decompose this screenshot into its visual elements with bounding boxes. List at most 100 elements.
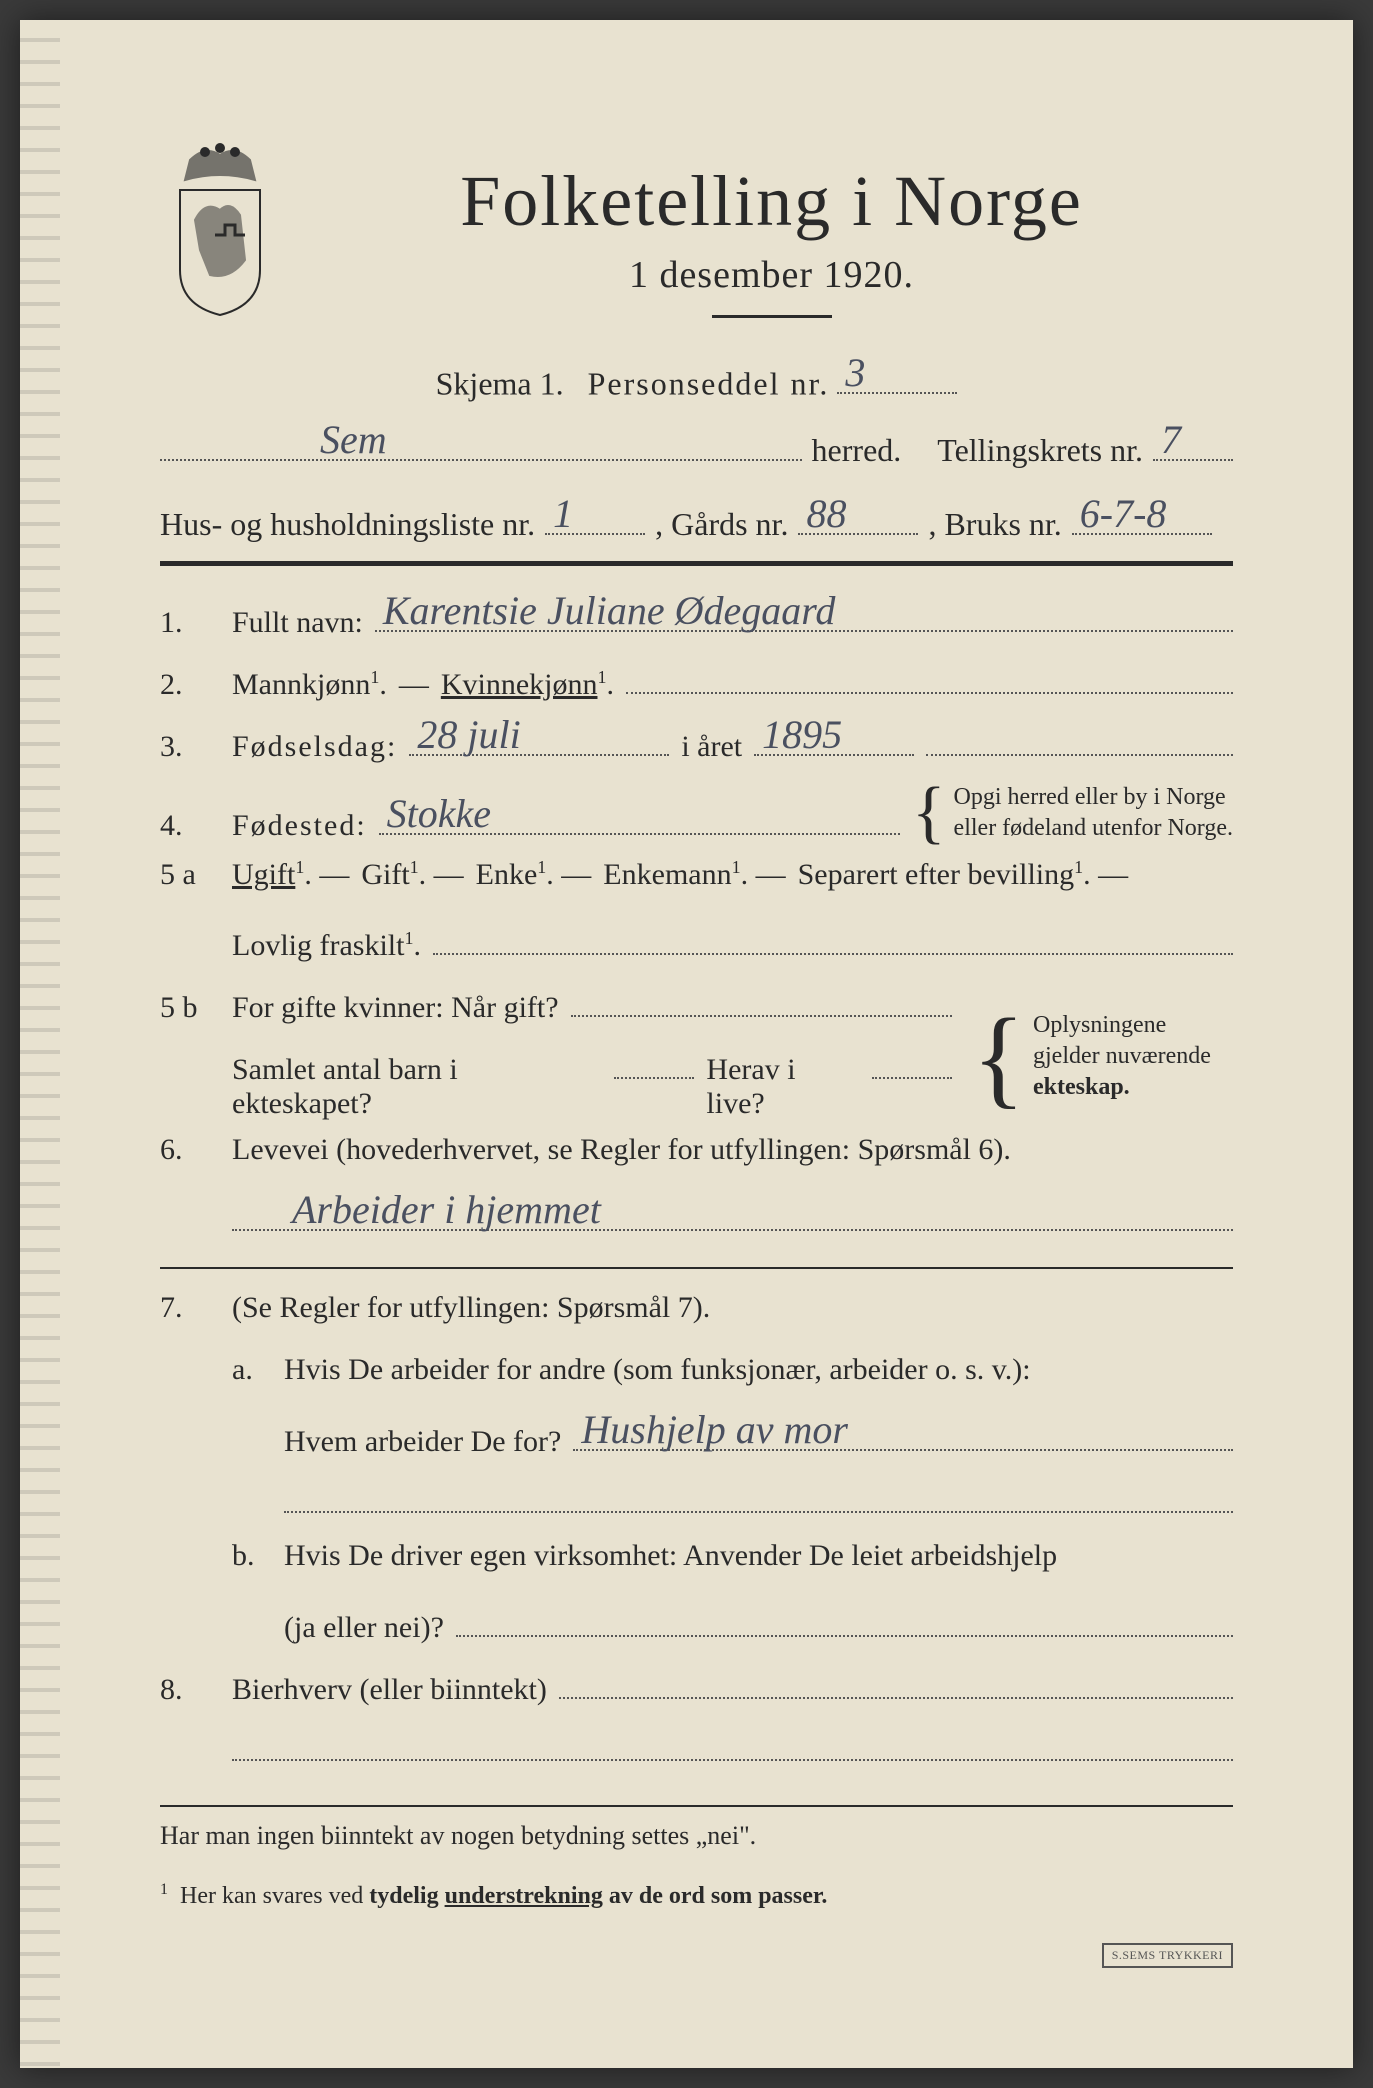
gards-field: 88 (798, 497, 918, 535)
brace-icon: { (972, 1024, 1025, 1090)
q8-row2 (160, 1725, 1233, 1775)
q6-value: Arbeider i hjemmet (292, 1186, 601, 1233)
q5b-line1-field (571, 981, 953, 1017)
q5b-line2a: Samlet antal barn i ekteskapet? (232, 1053, 602, 1121)
q5a-num: 5 a (160, 858, 220, 892)
q7a-value: Hushjelp av mor (581, 1406, 848, 1453)
q8-num: 8. (160, 1673, 220, 1707)
q7b-line1: Hvis De driver egen virksomhet: Anvender… (284, 1539, 1057, 1573)
q5a-row: 5 a Ugift1. — Gift1. — Enke1. — Enkemann… (160, 857, 1233, 907)
q1-value: Karentsie Juliane Ødegaard (383, 587, 836, 634)
bruks-value: 6-7-8 (1080, 490, 1167, 537)
footnote: 1 Her kan svares ved tydelig understrekn… (160, 1881, 1233, 1910)
q7a-letter: a. (232, 1353, 272, 1387)
q5a-tail: Lovlig fraskilt1. (232, 928, 421, 963)
q6-num: 6. (160, 1133, 220, 1167)
herred-label: herred. (812, 432, 902, 469)
q5a-opt-enke: Enke1. — (476, 857, 592, 892)
q1-field: Karentsie Juliane Ødegaard (375, 596, 1233, 632)
q5b-block: 5 b For gifte kvinner: Når gift? Samlet … (160, 981, 1233, 1133)
q2-tail-dots (626, 658, 1233, 694)
q5a-opt-gift: Gift1. — (361, 857, 463, 892)
title-block: Folketelling i Norge 1 desember 1920. (310, 160, 1233, 346)
gards-label: , Gårds nr. (655, 506, 788, 543)
mid-divider (160, 1267, 1233, 1269)
q4-field: Stokke (379, 799, 900, 835)
herred-line: Sem herred. Tellingskrets nr. 7 (160, 422, 1233, 468)
coat-of-arms-icon (160, 140, 280, 320)
q7a-row2: Hvem arbeider De for? Hushjelp av mor (160, 1415, 1233, 1465)
census-form-page: Folketelling i Norge 1 desember 1920. Sk… (20, 20, 1353, 2068)
q7a-row3 (160, 1477, 1233, 1527)
q4-label: Fødested: (232, 809, 367, 843)
personseddel-value: 3 (845, 349, 865, 396)
q5b-live-field (872, 1043, 952, 1079)
husliste-field: 1 (545, 497, 645, 535)
personseddel-label: Personseddel nr. (588, 365, 830, 401)
schema-prefix: Skjema 1. (436, 365, 564, 401)
norway-coat-of-arms-svg (160, 140, 280, 320)
q8-field2 (232, 1725, 1233, 1761)
bruks-field: 6-7-8 (1072, 497, 1212, 535)
q8-label: Bierhverv (eller biinntekt) (232, 1673, 547, 1707)
page-perforation (20, 20, 60, 2068)
hus-line: Hus- og husholdningsliste nr. 1 , Gårds … (160, 497, 1233, 543)
q7b-row1: b. Hvis De driver egen virksomhet: Anven… (160, 1539, 1233, 1589)
q5b-num: 5 b (160, 991, 220, 1025)
q8-row: 8. Bierhverv (eller biinntekt) (160, 1663, 1233, 1713)
q5b-row1: 5 b For gifte kvinner: Når gift? (160, 981, 952, 1031)
footer-text: Har man ingen biinntekt av nogen betydni… (160, 1821, 1233, 1851)
husliste-label: Hus- og husholdningsliste nr. (160, 506, 535, 543)
q7a-line2: Hvem arbeider De for? (284, 1425, 561, 1459)
q7-label: (Se Regler for utfyllingen: Spørsmål 7). (232, 1291, 710, 1325)
q7b-row2: (ja eller nei)? (160, 1601, 1233, 1651)
q4-note-group: { Opgi herred eller by i Norge eller fød… (912, 782, 1233, 844)
q3-day-field: 28 juli (409, 720, 669, 756)
q4-num: 4. (160, 809, 220, 843)
q7b-letter: b. (232, 1539, 272, 1573)
q6-value-row: Arbeider i hjemmet (160, 1195, 1233, 1245)
personseddel-field: 3 (837, 356, 957, 394)
q7a-field: Hushjelp av mor (573, 1415, 1233, 1451)
q6-row: 6. Levevei (hovederhvervet, se Regler fo… (160, 1133, 1233, 1183)
q2-opt1: Mannkjønn1. (232, 667, 387, 702)
q3-day-value: 28 juli (417, 711, 520, 758)
bruks-label: , Bruks nr. (928, 506, 1061, 543)
footnote-text: Her kan svares ved tydelig understreknin… (180, 1883, 827, 1909)
q5b-line2b: Herav i live? (706, 1053, 860, 1121)
q7a-row1: a. Hvis De arbeider for andre (som funks… (160, 1353, 1233, 1403)
q5b-note: Oplysningene gjelder nuværende ekteskap. (1033, 1010, 1233, 1104)
q3-row: 3. Fødselsdag: 28 juli i året 1895 (160, 720, 1233, 770)
tellingskrets-field: 7 (1153, 422, 1233, 460)
gards-value: 88 (806, 490, 846, 537)
q3-tail (926, 720, 1233, 756)
q4-value: Stokke (387, 790, 491, 837)
q2-row: 2. Mannkjønn1. — Kvinnekjønn1. (160, 658, 1233, 708)
husliste-value: 1 (553, 490, 573, 537)
tellingskrets-label: Tellingskrets nr. (937, 432, 1143, 469)
q5b-note-group: { Oplysningene gjelder nuværende ekteska… (972, 1010, 1233, 1104)
title-divider (712, 315, 832, 318)
q4-note: Opgi herred eller by i Norge eller fødel… (954, 782, 1233, 844)
q5a-opt-ugift: Ugift1. — (232, 857, 349, 892)
q8-field (559, 1663, 1233, 1699)
q2-num: 2. (160, 668, 220, 702)
header-divider (160, 561, 1233, 566)
tellingskrets-value: 7 (1161, 416, 1181, 463)
main-title: Folketelling i Norge (310, 160, 1233, 243)
q7-num: 7. (160, 1291, 220, 1325)
q5a-tail-dots (433, 919, 1233, 955)
q4-row: 4. Fødested: Stokke { Opgi herred eller … (160, 782, 1233, 844)
q5b-row2: Samlet antal barn i ekteskapet? Herav i … (160, 1043, 952, 1121)
q5a-row2: Lovlig fraskilt1. (160, 919, 1233, 969)
q5a-opt-separert: Separert efter bevilling1. — (798, 857, 1129, 892)
q3-year-field: 1895 (754, 720, 914, 756)
q7b-field (456, 1601, 1233, 1637)
q1-label: Fullt navn: (232, 606, 363, 640)
q1-num: 1. (160, 606, 220, 640)
q6-field: Arbeider i hjemmet (232, 1195, 1233, 1231)
q3-year-value: 1895 (762, 711, 842, 758)
herred-name-field: Sem (160, 422, 802, 460)
q5b-lines: 5 b For gifte kvinner: Når gift? Samlet … (160, 981, 952, 1133)
q3-label: Fødselsdag: (232, 730, 397, 764)
